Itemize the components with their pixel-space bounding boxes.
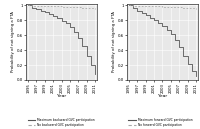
X-axis label: Year: Year (57, 94, 66, 98)
Y-axis label: Probability of not signing a FTA: Probability of not signing a FTA (112, 11, 116, 72)
Legend: Maximum backward GVC participation, No backward GVC participation: Maximum backward GVC participation, No b… (28, 118, 94, 127)
X-axis label: Year: Year (158, 94, 167, 98)
Y-axis label: Probability of not signing a FTA: Probability of not signing a FTA (11, 11, 15, 72)
Legend: Maximum forward GVC participation, No forward GVC participation: Maximum forward GVC participation, No fo… (128, 118, 192, 127)
